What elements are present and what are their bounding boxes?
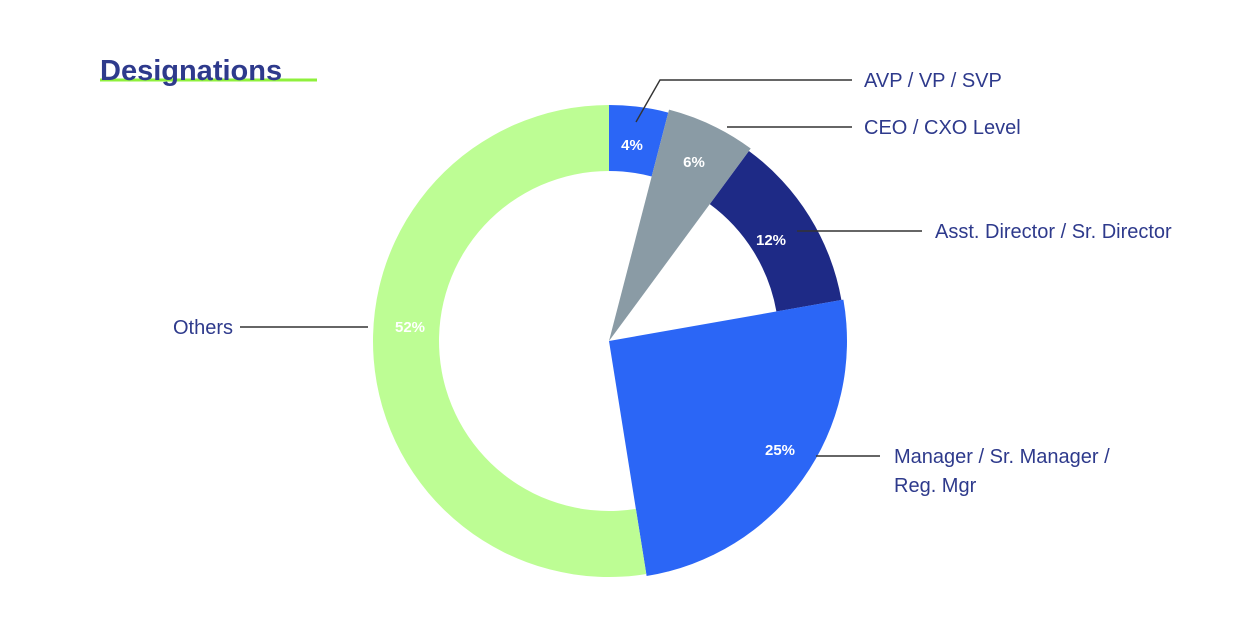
legend-label-asst-director-sr-director: Asst. Director / Sr. Director (935, 221, 1172, 243)
slice-asst-director-sr-director (709, 150, 842, 312)
percent-label-avp-vp-svp: 4% (621, 137, 643, 154)
slice-others (373, 105, 647, 577)
slice-ceo-cxo-level (609, 109, 751, 341)
chart-title: Designations (100, 55, 282, 87)
leader-lines-group (240, 79, 922, 457)
legend-label-manager-sr-manager-reg-mgr: Manager / Sr. Manager / Reg. Mgr (894, 446, 1110, 497)
slices-group (373, 105, 847, 577)
legend-label-ceo-cxo-level: CEO / CXO Level (864, 117, 1021, 139)
legend-label-avp-vp-svp: AVP / VP / SVP (864, 70, 1002, 92)
legend-labels-group: AVP / VP / SVP CEO / CXO Level Asst. Direc… (173, 70, 1172, 497)
percent-label-asst-director-sr-director: 12% (756, 232, 786, 249)
percent-labels-group: 4% 6% 12% 25% 52% (395, 137, 795, 459)
percent-label-others: 52% (395, 319, 425, 336)
legend-label-others: Others (173, 317, 233, 339)
percent-label-manager-sr-manager-reg-mgr: 25% (765, 442, 795, 459)
slice-avp-vp-svp (609, 105, 669, 177)
leader-line-avp-vp-svp (635, 79, 852, 123)
percent-label-ceo-cxo-level: 6% (683, 154, 705, 171)
slice-manager-sr-manager-reg-mgr (609, 299, 847, 577)
